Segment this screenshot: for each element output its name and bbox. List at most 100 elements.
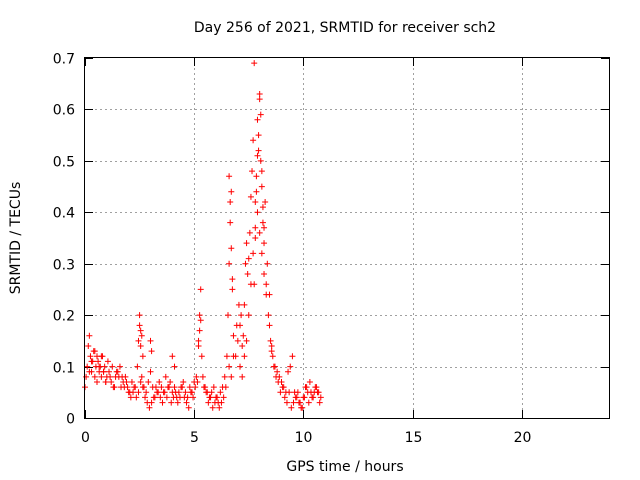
data-point [266,322,273,329]
data-point [104,358,111,365]
data-point [180,379,187,385]
data-point [289,353,296,360]
data-point [137,379,144,385]
data-point [220,394,227,401]
grid-layer [85,58,609,418]
data-point [208,389,215,396]
data-point [131,384,138,391]
y-tick-label: 0 [66,412,75,428]
data-point [91,373,98,380]
data-point [281,394,288,401]
data-point [203,389,210,396]
data-point [242,260,249,267]
data-point [86,332,93,339]
data-point [88,358,95,365]
data-point [303,384,310,391]
data-point [192,384,199,391]
data-point [307,389,314,396]
data-point [182,389,189,396]
data-point [127,394,134,401]
data-point [275,379,282,385]
data-point [221,373,228,380]
data-point [101,363,108,370]
data-point [251,60,258,67]
data-point [115,373,122,380]
data-point [252,199,259,205]
data-point [87,353,94,360]
plot-frame [84,57,610,419]
data-point [228,188,235,195]
data-point [306,379,313,385]
data-point [135,389,142,396]
data-point [147,337,154,344]
data-point [228,245,235,252]
data-point [258,183,265,190]
data-point [128,379,135,385]
data-point [111,384,118,391]
data-point [162,373,169,380]
data-point [170,394,177,401]
data-point [163,394,170,401]
data-point [226,260,233,267]
x-tick-label: 15 [405,430,423,446]
data-point [259,219,266,226]
data-point [135,337,142,344]
data-point [113,368,120,375]
data-point [157,394,164,401]
data-point [279,384,286,391]
data-point [181,394,188,401]
data-point [250,137,257,144]
data-point [169,353,176,360]
data-point [265,312,272,319]
data-point [218,399,225,406]
data-point [145,379,152,385]
data-point [290,399,297,406]
data-point [107,373,114,380]
data-point [171,363,178,370]
data-point [96,363,103,370]
data-point [230,353,237,360]
data-point [286,389,293,396]
data-point [124,384,131,391]
data-point [273,373,280,380]
data-point [239,343,246,349]
data-point [225,312,232,319]
y-tick-label: 0.2 [53,309,75,325]
data-point [267,337,274,344]
data-point [297,399,304,406]
data-point [98,373,105,380]
data-point [305,399,312,406]
data-point [109,363,116,370]
data-point [274,368,281,375]
y-axis-label: SRMTID / TECUs [8,182,24,295]
y-tick-label: 0.7 [53,52,75,68]
data-point [241,301,248,308]
data-point [171,384,178,391]
data-point [264,260,271,267]
data-point [243,240,250,247]
data-point [312,384,319,391]
data-point [209,404,216,411]
data-point [256,229,263,236]
data-point [200,384,207,391]
data-point [134,363,141,370]
data-point [148,399,155,406]
data-point [239,373,246,380]
chart-title: Day 256 of 2021, SRMTID for receiver sch… [194,20,496,36]
data-point [246,229,253,236]
data-point [292,394,299,401]
data-point [100,368,107,375]
x-tick-label: 0 [81,430,90,446]
data-point [147,368,154,375]
y-tick-label: 0.5 [53,155,75,171]
data-point [167,379,174,385]
data-point [250,250,257,257]
x-tick-label: 10 [295,430,313,446]
data-point [143,389,150,396]
data-point [156,379,163,385]
data-point [317,394,324,401]
data-point [91,348,98,355]
data-point [243,337,250,344]
data-point [214,394,221,401]
data-point [142,394,149,401]
